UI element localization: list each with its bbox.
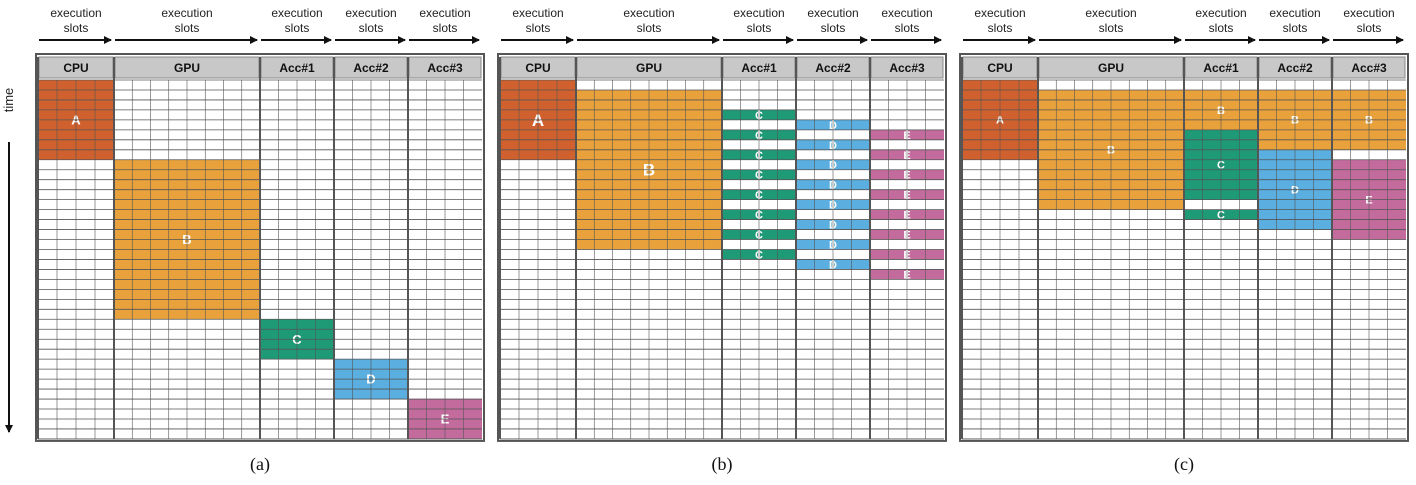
slots-label: slots bbox=[285, 21, 310, 35]
execution-label: execution bbox=[1085, 6, 1136, 20]
execution-label: execution bbox=[1343, 6, 1394, 20]
slot-grid bbox=[961, 57, 1406, 440]
panel-c: executionslotsexecutionslotsexecutionslo… bbox=[959, 6, 1409, 475]
panel-caption: (b) bbox=[712, 454, 733, 475]
time-axis: time bbox=[1, 88, 16, 433]
execution-label: execution bbox=[881, 6, 932, 20]
panel-b: executionslotsexecutionslotsexecutionslo… bbox=[497, 6, 947, 475]
slots-label: slots bbox=[1283, 21, 1308, 35]
slots-label: slots bbox=[64, 21, 89, 35]
execution-label: execution bbox=[1269, 6, 1320, 20]
time-label: time bbox=[1, 88, 16, 113]
column-header-gpu: GPU bbox=[636, 61, 662, 75]
execution-label: execution bbox=[733, 6, 784, 20]
slots-label: slots bbox=[988, 21, 1013, 35]
slots-label: slots bbox=[175, 21, 200, 35]
execution-label: execution bbox=[271, 6, 322, 20]
execution-label: execution bbox=[1195, 6, 1246, 20]
column-header-acc2: Acc#2 bbox=[353, 61, 389, 75]
execution-label: execution bbox=[974, 6, 1025, 20]
column-header-acc2: Acc#2 bbox=[815, 61, 851, 75]
execution-label: execution bbox=[50, 6, 101, 20]
execution-label: execution bbox=[623, 6, 674, 20]
panel-caption: (c) bbox=[1174, 454, 1194, 475]
slots-label: slots bbox=[1209, 21, 1234, 35]
column-header-acc2: Acc#2 bbox=[1277, 61, 1313, 75]
column-header-cpu: CPU bbox=[987, 61, 1012, 75]
panel-caption: (a) bbox=[250, 454, 270, 475]
slots-label: slots bbox=[359, 21, 384, 35]
column-header-gpu: GPU bbox=[174, 61, 200, 75]
slot-grid bbox=[37, 57, 482, 440]
slots-label: slots bbox=[1357, 21, 1382, 35]
panel-a: executionslotsexecutionslotsexecutionslo… bbox=[35, 6, 485, 475]
slots-label: slots bbox=[433, 21, 458, 35]
column-header-acc1: Acc#1 bbox=[741, 61, 777, 75]
column-header-acc3: Acc#3 bbox=[1351, 61, 1387, 75]
execution-label: execution bbox=[161, 6, 212, 20]
slots-label: slots bbox=[895, 21, 920, 35]
slots-label: slots bbox=[526, 21, 551, 35]
column-header-cpu: CPU bbox=[525, 61, 550, 75]
execution-label: execution bbox=[345, 6, 396, 20]
column-header-acc3: Acc#3 bbox=[427, 61, 463, 75]
slot-grid bbox=[499, 57, 944, 440]
slots-label: slots bbox=[747, 21, 772, 35]
column-header-acc3: Acc#3 bbox=[889, 61, 925, 75]
column-header-cpu: CPU bbox=[63, 61, 88, 75]
slots-label: slots bbox=[637, 21, 662, 35]
slots-label: slots bbox=[821, 21, 846, 35]
execution-label: execution bbox=[419, 6, 470, 20]
execution-label: execution bbox=[512, 6, 563, 20]
slots-label: slots bbox=[1099, 21, 1124, 35]
column-header-gpu: GPU bbox=[1098, 61, 1124, 75]
column-header-acc1: Acc#1 bbox=[279, 61, 315, 75]
column-header-acc1: Acc#1 bbox=[1203, 61, 1239, 75]
execution-label: execution bbox=[807, 6, 858, 20]
